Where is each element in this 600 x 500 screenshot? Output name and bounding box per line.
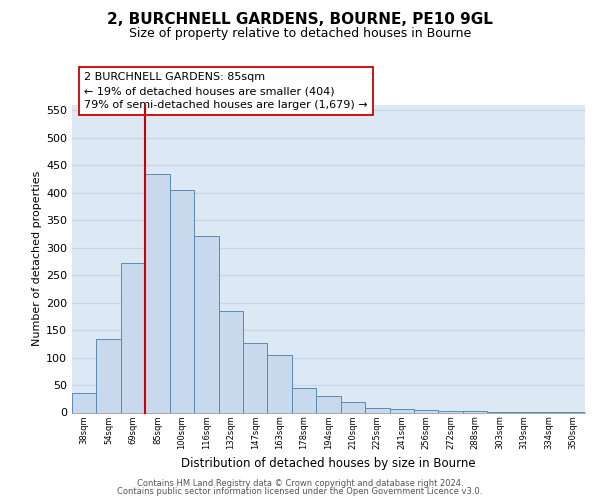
- Text: Contains HM Land Registry data © Crown copyright and database right 2024.: Contains HM Land Registry data © Crown c…: [137, 478, 463, 488]
- Text: Size of property relative to detached houses in Bourne: Size of property relative to detached ho…: [129, 28, 471, 40]
- Bar: [121, 263, 145, 412]
- Y-axis label: Number of detached properties: Number of detached properties: [32, 171, 42, 346]
- Bar: [439, 411, 463, 412]
- Text: 2, BURCHNELL GARDENS, BOURNE, PE10 9GL: 2, BURCHNELL GARDENS, BOURNE, PE10 9GL: [107, 12, 493, 28]
- Bar: [268, 356, 292, 412]
- Bar: [389, 409, 414, 412]
- Text: Contains public sector information licensed under the Open Government Licence v3: Contains public sector information licen…: [118, 487, 482, 496]
- X-axis label: Distribution of detached houses by size in Bourne: Distribution of detached houses by size …: [181, 458, 476, 470]
- Bar: [414, 410, 439, 412]
- Bar: [170, 190, 194, 412]
- Bar: [218, 312, 243, 412]
- Bar: [341, 402, 365, 412]
- Bar: [365, 408, 389, 412]
- Bar: [72, 394, 97, 412]
- Text: 2 BURCHNELL GARDENS: 85sqm
← 19% of detached houses are smaller (404)
79% of sem: 2 BURCHNELL GARDENS: 85sqm ← 19% of deta…: [84, 72, 368, 110]
- Bar: [145, 174, 170, 412]
- Bar: [97, 340, 121, 412]
- Bar: [194, 236, 218, 412]
- Bar: [243, 343, 268, 412]
- Bar: [292, 388, 316, 412]
- Bar: [316, 396, 341, 412]
